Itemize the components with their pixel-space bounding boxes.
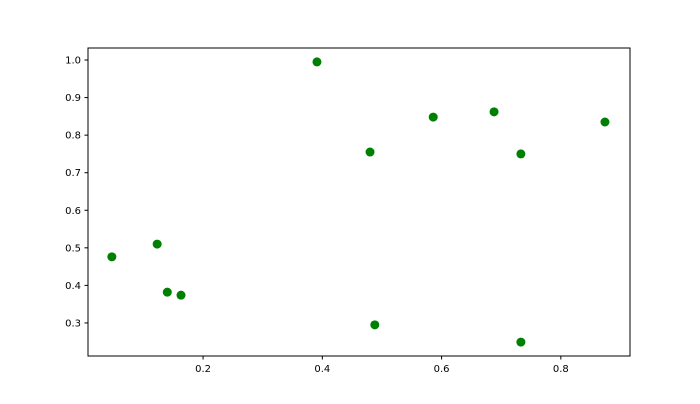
y-tick-label: 0.7 — [65, 168, 81, 179]
data-point — [365, 147, 375, 157]
y-axis: 0.3 0.4 0.5 0.6 0.7 0.8 0.9 1.0 — [65, 56, 88, 329]
data-points — [107, 57, 610, 347]
data-point — [516, 337, 526, 347]
x-tick-label: 0.2 — [195, 364, 211, 375]
data-point — [152, 239, 162, 249]
y-tick-label: 0.3 — [65, 318, 81, 329]
data-point — [516, 149, 526, 159]
y-tick-label: 1.0 — [65, 56, 81, 67]
data-point — [107, 252, 117, 262]
y-tick-label: 0.5 — [65, 243, 81, 254]
y-tick-label: 0.4 — [65, 281, 81, 292]
axes-frame — [87, 47, 631, 357]
data-point — [176, 290, 186, 300]
x-tick-label: 0.4 — [314, 364, 330, 375]
x-tick-label: 0.8 — [553, 364, 569, 375]
y-tick-label: 0.8 — [65, 131, 81, 142]
x-tick-label: 0.6 — [434, 364, 450, 375]
data-point — [428, 112, 438, 122]
data-point — [600, 117, 610, 127]
data-point — [312, 57, 322, 67]
data-point — [162, 287, 172, 297]
data-point — [370, 320, 380, 330]
y-tick-label: 0.6 — [65, 206, 81, 217]
y-tick-label: 0.9 — [65, 93, 81, 104]
x-axis: 0.2 0.4 0.6 0.8 — [195, 356, 569, 375]
data-point — [489, 107, 499, 117]
